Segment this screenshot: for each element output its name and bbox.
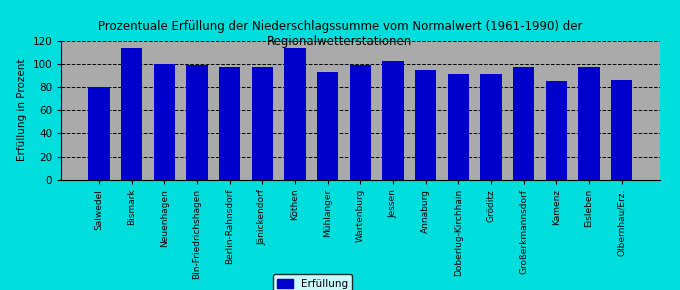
Bar	[121, 48, 142, 180]
Bar	[219, 67, 240, 180]
Bar	[186, 65, 207, 180]
Bar	[350, 65, 371, 180]
Bar	[154, 64, 175, 180]
Bar	[317, 72, 339, 180]
Bar	[88, 87, 109, 180]
Bar	[579, 67, 600, 180]
Bar	[415, 70, 437, 180]
Legend: Erfüllung: Erfüllung	[273, 274, 352, 290]
Y-axis label: Erfüllung in Prozent: Erfüllung in Prozent	[17, 59, 27, 162]
Bar	[481, 74, 502, 180]
Text: Prozentuale Erfüllung der Niederschlagssumme vom Normalwert (1961-1990) der
Regi: Prozentuale Erfüllung der Niederschlagss…	[98, 20, 582, 48]
Bar	[513, 67, 534, 180]
Bar	[611, 80, 632, 180]
Bar	[284, 48, 306, 180]
Bar	[382, 61, 404, 180]
Bar	[252, 67, 273, 180]
Bar	[546, 81, 567, 180]
Bar	[448, 74, 469, 180]
